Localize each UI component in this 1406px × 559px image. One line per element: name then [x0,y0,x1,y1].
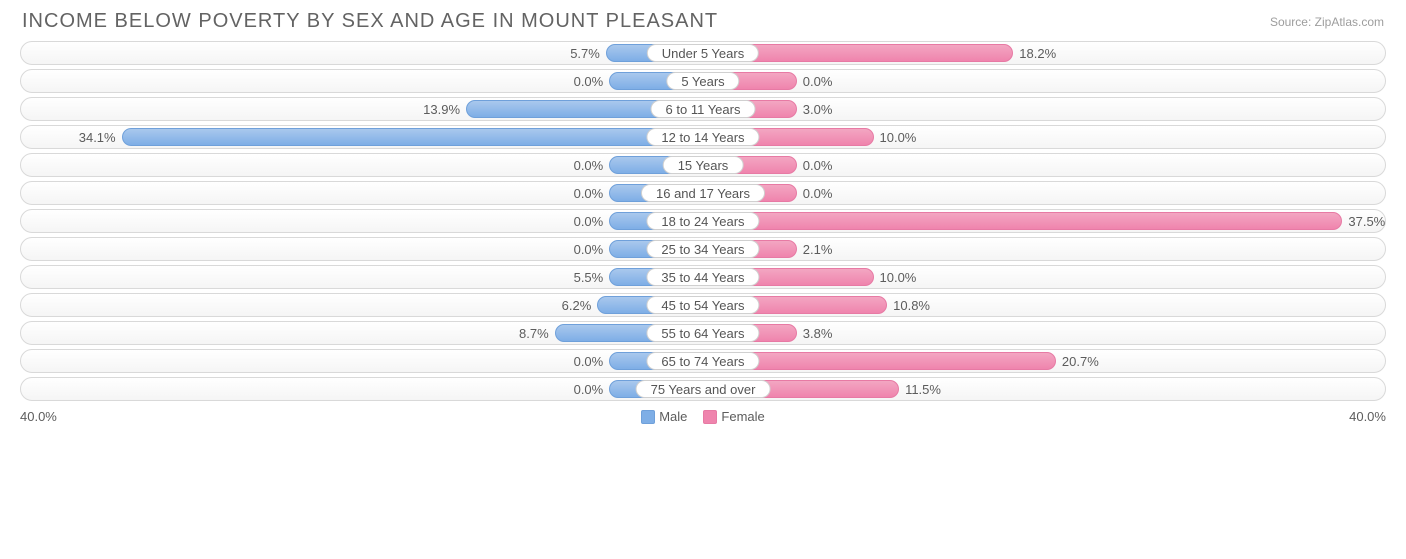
female-swatch-icon [703,410,717,424]
male-value-label: 0.0% [574,210,604,232]
chart-header: INCOME BELOW POVERTY BY SEX AND AGE IN M… [10,10,1396,41]
bar-row: 0.0% 11.5% 75 Years and over [20,377,1386,401]
female-value-label: 20.7% [1062,350,1099,372]
chart-source: Source: ZipAtlas.com [1270,15,1384,29]
male-value-label: 0.0% [574,154,604,176]
category-pill: Under 5 Years [647,44,759,62]
female-value-label: 3.0% [803,98,833,120]
bar-row: 0.0% 0.0% 16 and 17 Years [20,181,1386,205]
category-pill: 18 to 24 Years [646,212,759,230]
male-value-label: 0.0% [574,70,604,92]
female-value-label: 10.8% [893,294,930,316]
female-value-label: 18.2% [1019,42,1056,64]
male-value-label: 5.7% [570,42,600,64]
male-value-label: 0.0% [574,182,604,204]
category-pill: 15 Years [663,156,744,174]
legend-female-label: Female [721,409,764,424]
bar-row: 0.0% 0.0% 15 Years [20,153,1386,177]
male-swatch-icon [641,410,655,424]
chart-title: INCOME BELOW POVERTY BY SEX AND AGE IN M… [22,10,718,33]
female-value-label: 11.5% [905,378,941,400]
male-value-label: 8.7% [519,322,549,344]
category-pill: 25 to 34 Years [646,240,759,258]
male-value-label: 34.1% [79,126,116,148]
male-value-label: 5.5% [574,266,604,288]
bar-row: 8.7% 3.8% 55 to 64 Years [20,321,1386,345]
female-bar [703,212,1342,230]
bar-row: 5.7% 18.2% Under 5 Years [20,41,1386,65]
bar-row: 5.5% 10.0% 35 to 44 Years [20,265,1386,289]
male-bar [122,128,703,146]
axis-left-label: 40.0% [20,409,57,424]
bar-row: 13.9% 3.0% 6 to 11 Years [20,97,1386,121]
male-value-label: 0.0% [574,378,604,400]
axis-right-label: 40.0% [1349,409,1386,424]
legend-male-label: Male [659,409,687,424]
female-value-label: 3.8% [803,322,833,344]
bar-row: 6.2% 10.8% 45 to 54 Years [20,293,1386,317]
male-value-label: 13.9% [423,98,460,120]
bar-row: 34.1% 10.0% 12 to 14 Years [20,125,1386,149]
legend: Male Female [641,409,765,424]
category-pill: 45 to 54 Years [646,296,759,314]
legend-male: Male [641,409,687,424]
bar-row: 0.0% 37.5% 18 to 24 Years [20,209,1386,233]
category-pill: 5 Years [666,72,739,90]
female-value-label: 10.0% [880,266,917,288]
bar-row: 0.0% 0.0% 5 Years [20,69,1386,93]
category-pill: 35 to 44 Years [646,268,759,286]
axis-row: 40.0% Male Female 40.0% [10,405,1396,424]
female-value-label: 0.0% [803,154,833,176]
diverging-bar-chart: 5.7% 18.2% Under 5 Years 0.0% 0.0% 5 Years 13.… [10,41,1396,401]
female-value-label: 0.0% [803,182,833,204]
female-value-label: 10.0% [880,126,917,148]
category-pill: 6 to 11 Years [651,100,756,118]
male-value-label: 0.0% [574,238,604,260]
female-value-label: 37.5% [1348,210,1385,232]
female-value-label: 0.0% [803,70,833,92]
legend-female: Female [703,409,764,424]
category-pill: 55 to 64 Years [646,324,759,342]
category-pill: 75 Years and over [636,380,771,398]
female-value-label: 2.1% [803,238,833,260]
bar-row: 0.0% 20.7% 65 to 74 Years [20,349,1386,373]
category-pill: 16 and 17 Years [641,184,765,202]
category-pill: 12 to 14 Years [646,128,759,146]
bar-row: 0.0% 2.1% 25 to 34 Years [20,237,1386,261]
male-value-label: 0.0% [574,350,604,372]
male-value-label: 6.2% [562,294,592,316]
category-pill: 65 to 74 Years [646,352,759,370]
